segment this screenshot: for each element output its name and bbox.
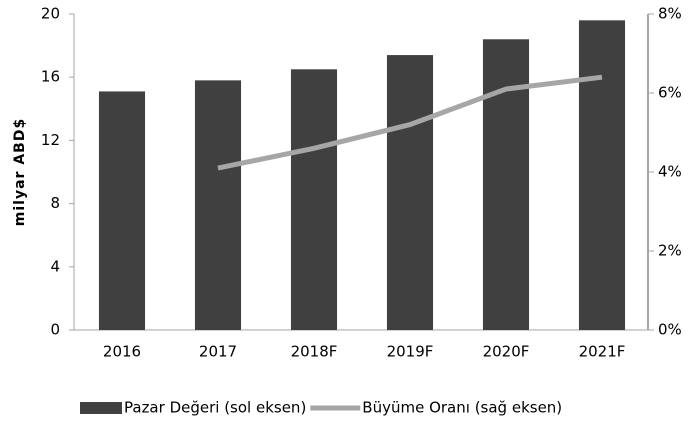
legend-swatch: [80, 402, 122, 414]
y-tick-label: 16: [41, 68, 60, 86]
y2-tick-label: 6%: [658, 84, 682, 102]
y-axis-label: milyar ABD$: [12, 118, 28, 226]
y2-tick-label: 0%: [658, 321, 682, 339]
y-tick-label: 0: [50, 321, 60, 339]
y-tick-label: 20: [41, 5, 60, 23]
legend-label: Büyüme Oranı (sağ eksen): [362, 399, 562, 417]
y-tick-label: 12: [41, 131, 60, 149]
line: [217, 74, 603, 171]
bar: [290, 69, 338, 331]
x-tick-label: 2018F: [291, 343, 338, 361]
bar: [482, 39, 530, 330]
y2-tick-label: 4%: [658, 163, 682, 181]
x-tick-label: 2021F: [579, 343, 626, 361]
y2-tick-label: 2%: [658, 242, 682, 260]
legend-label: Pazar Değeri (sol eksen): [124, 399, 306, 417]
x-tick-label: 2020F: [483, 343, 530, 361]
y2-tick-label: 8%: [658, 5, 682, 23]
x-tick-label: 2016: [103, 343, 141, 361]
bar: [98, 91, 146, 330]
x-tick-label: 2019F: [387, 343, 434, 361]
y-tick-label: 8: [50, 194, 60, 212]
bar: [194, 80, 242, 330]
bar: [578, 20, 626, 330]
y-tick-label: 4: [50, 257, 60, 275]
x-tick-label: 2017: [199, 343, 237, 361]
bar: [386, 55, 434, 330]
